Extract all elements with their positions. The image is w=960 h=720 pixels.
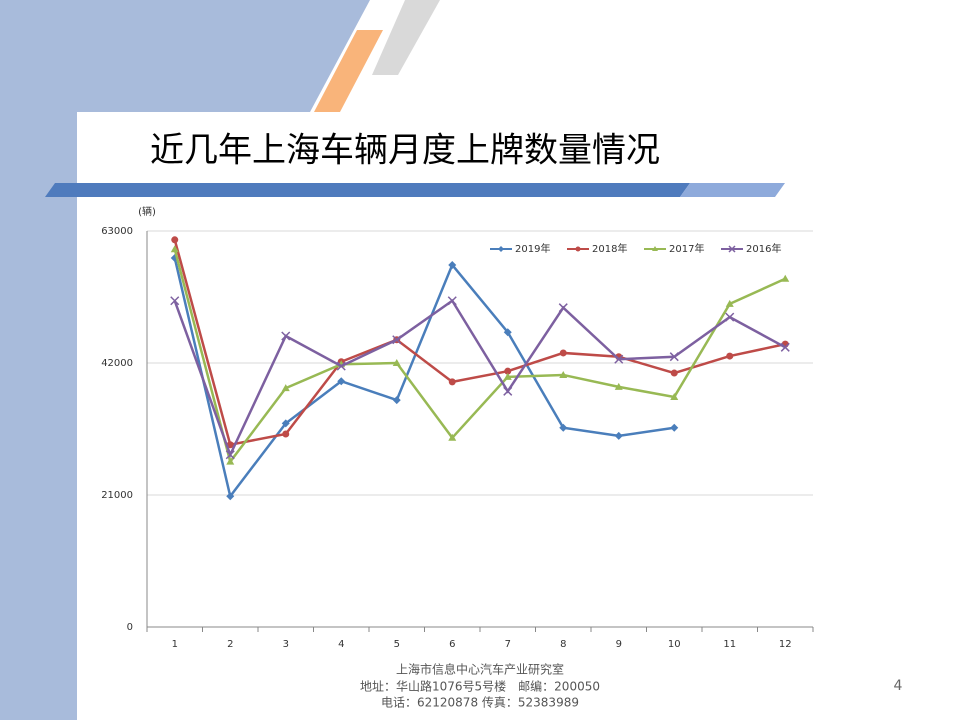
marker [670, 392, 679, 400]
y-tick-label: 42000 [101, 358, 133, 369]
legend-label: 2018年 [592, 242, 627, 255]
card [77, 112, 960, 720]
marker [392, 359, 401, 366]
x-tick-label: 12 [779, 639, 792, 650]
marker [503, 372, 512, 380]
decor-band [0, 0, 370, 720]
x-tick-label: 5 [394, 639, 400, 650]
y-tick-label: 63000 [101, 226, 133, 237]
marker [282, 430, 290, 438]
x-tick-label: 3 [283, 639, 289, 650]
page-number: 4 [894, 678, 903, 694]
marker [559, 349, 567, 357]
marker [498, 246, 504, 252]
y-axis-label: (辆) [138, 205, 156, 218]
marker [559, 423, 568, 432]
marker [281, 419, 290, 428]
marker [669, 352, 679, 362]
decor-stripe [314, 30, 383, 112]
marker [558, 303, 568, 313]
marker [504, 367, 512, 375]
series-line [173, 298, 786, 459]
marker [726, 352, 734, 360]
legend-label: 2017年 [669, 242, 704, 255]
title-bar [680, 183, 785, 197]
x-tick-label: 2 [227, 639, 233, 650]
marker [281, 384, 290, 392]
marker [392, 335, 402, 345]
marker [226, 457, 235, 465]
y-tick-label: 0 [127, 622, 133, 633]
marker [170, 245, 179, 253]
y-tick-label: 21000 [101, 490, 133, 501]
marker [725, 312, 735, 322]
marker [170, 296, 180, 306]
series-line [173, 257, 675, 500]
legend-label: 2019年 [515, 242, 550, 255]
x-tick-label: 7 [505, 639, 511, 650]
marker [780, 342, 790, 352]
x-tick-label: 8 [560, 639, 566, 650]
marker [225, 450, 235, 460]
footer-line: 电话：62120878 传真：52383989 [381, 695, 579, 710]
marker [503, 386, 513, 396]
marker [448, 260, 457, 269]
marker [448, 433, 457, 441]
decor-stripe [372, 0, 440, 75]
marker [337, 377, 346, 386]
footer-line: 地址：华山路1076号5号楼 邮编：200050 [360, 679, 600, 694]
marker [614, 431, 623, 440]
marker [614, 382, 623, 390]
marker [226, 492, 235, 501]
marker [652, 246, 658, 251]
title-bar [45, 183, 690, 197]
x-tick-label: 1 [172, 639, 178, 650]
marker [670, 423, 679, 432]
footer-line: 上海市信息中心汽车产业研究室 [396, 662, 564, 677]
marker [728, 245, 736, 253]
x-tick-label: 4 [338, 639, 344, 650]
marker [559, 370, 568, 378]
chart-title: 近几年上海车辆月度上牌数量情况 [150, 131, 660, 171]
marker [447, 296, 457, 306]
marker [392, 396, 401, 405]
marker [575, 246, 581, 252]
x-tick-label: 10 [668, 639, 681, 650]
marker [670, 369, 678, 377]
marker [171, 236, 179, 244]
marker [725, 299, 734, 307]
series-line [173, 239, 786, 447]
marker [781, 274, 790, 282]
series-line [173, 248, 786, 465]
marker [614, 354, 624, 364]
legend-label: 2016年 [746, 242, 781, 255]
marker [503, 328, 512, 337]
x-tick-label: 6 [449, 639, 455, 650]
marker [448, 378, 456, 386]
marker [281, 331, 291, 341]
x-tick-label: 11 [723, 639, 736, 650]
x-tick-label: 9 [616, 639, 622, 650]
marker [336, 361, 346, 371]
